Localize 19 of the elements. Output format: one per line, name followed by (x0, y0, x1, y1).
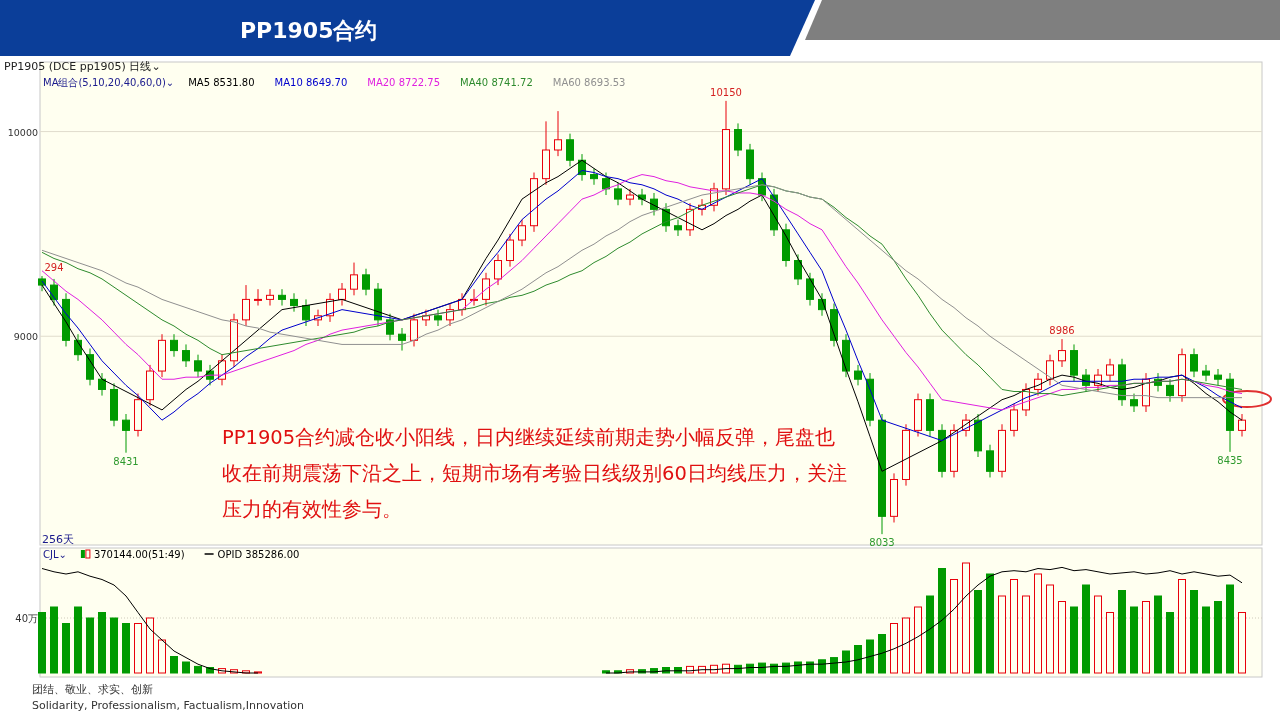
ref-line-label: 40万 (15, 613, 38, 624)
annotation: 8431 (113, 455, 139, 467)
legend-label: OPID 385286.00 (217, 549, 300, 560)
legend-title: CJL⌄ (43, 549, 67, 560)
annotation: 8033 (869, 537, 895, 549)
chart-title: PP1905合约 (240, 18, 378, 43)
annotation: PP1905合约减仓收小阳线，日内继续延续前期走势小幅反弹，尾盘也收在前期震荡下沿之上，短期市场有考验日线级别60日均线压力，关注压力的有效性参与。 (222, 425, 848, 523)
text: 团结、敬业、求实、创新 (32, 683, 153, 696)
annotation: 294 (44, 262, 64, 274)
annotation: 8986 (1049, 325, 1075, 337)
text: Solidarity, Professionalism, Factualism,Innovation (32, 699, 304, 712)
annotation: 10150 (710, 86, 742, 98)
chart-subtitle: PP1905 (DCE pp1905) 日线⌄ (4, 60, 161, 73)
annotation: 8435 (1217, 454, 1243, 466)
legend-label: 370144.00(51:49) (93, 549, 185, 560)
legend: MA组合(5,10,20,40,60,0)⌄ MA5 8531.80 MA10 8649.70 MA20 8722.75 MA40 8741.72 MA60 8693.53 (43, 77, 626, 88)
annotation: 256天 (42, 533, 74, 546)
tick-label: 10000 (7, 126, 38, 138)
tick-label: 9000 (13, 331, 38, 343)
